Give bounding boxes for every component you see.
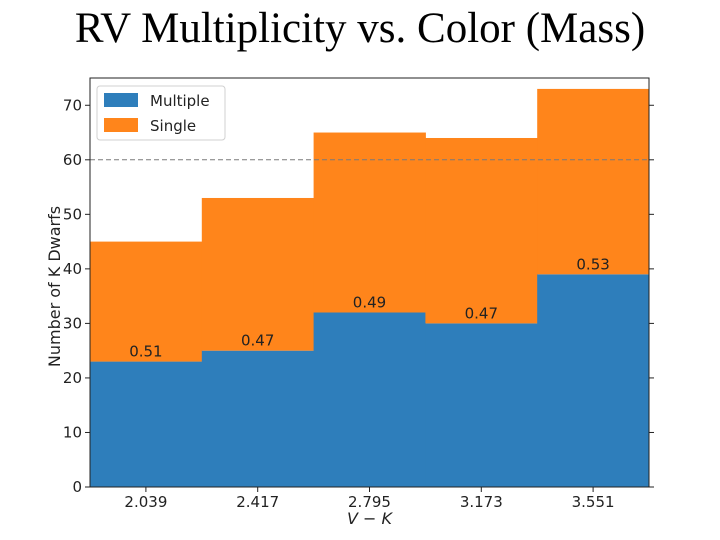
y-tick-label-6: 60	[63, 151, 82, 169]
y-tick-label-2: 20	[63, 369, 82, 387]
legend-swatch-single	[104, 118, 138, 132]
x-tick-label-2: 2.795	[348, 493, 391, 511]
bar-fraction-label-2: 0.49	[353, 293, 386, 311]
x-tick-label-4: 3.551	[572, 493, 615, 511]
y-tick-label-1: 10	[63, 423, 82, 441]
legend-swatch-multiple	[104, 93, 138, 107]
x-axis-label-k: K	[382, 509, 394, 528]
bar-single-0	[90, 241, 203, 362]
bar-single-2	[313, 132, 426, 313]
y-tick-label-3: 30	[63, 314, 82, 332]
legend-label-multiple: Multiple	[150, 92, 210, 110]
x-axis-label-v: V	[347, 509, 359, 528]
bar-multiple-0	[90, 361, 203, 487]
y-tick-label-4: 40	[63, 260, 82, 278]
bar-multiple-3	[425, 323, 538, 487]
x-tick-label-1: 2.417	[236, 493, 279, 511]
bar-multiple-1	[201, 350, 315, 487]
x-tick-label-3: 3.173	[460, 493, 503, 511]
bar-fraction-label-0: 0.51	[129, 343, 162, 361]
x-tick-label-0: 2.039	[124, 493, 167, 511]
x-axis-label: V − K	[347, 509, 394, 528]
bar-labels-layer: 0.51 0.47 0.49 0.47 0.53	[129, 255, 610, 360]
y-tick-label-0: 0	[72, 478, 82, 496]
bar-multiple-4	[537, 274, 650, 487]
legend: Multiple Single	[96, 85, 226, 141]
y-axis-label: Number of K Dwarfs	[45, 206, 64, 367]
bar-multiple-2	[313, 312, 426, 487]
bar-fraction-label-3: 0.47	[465, 304, 498, 322]
legend-label-single: Single	[150, 117, 196, 135]
y-tick-label-7: 70	[63, 96, 82, 114]
bar-single-3	[425, 137, 538, 324]
bar-single-1	[201, 197, 315, 351]
bar-fraction-label-1: 0.47	[241, 332, 274, 350]
y-axis: 0 10 20 30 40 50 60 70	[63, 96, 654, 496]
slide-title: RV Multiplicity vs. Color (Mass)	[74, 5, 646, 52]
y-tick-label-5: 50	[63, 205, 82, 223]
x-axis: 2.039 2.417 2.795 3.173 3.551	[124, 487, 615, 511]
x-axis-label-minus: −	[358, 509, 382, 528]
bar-fraction-label-4: 0.53	[576, 255, 609, 273]
bar-single-4	[537, 88, 650, 275]
bars-layer	[90, 88, 650, 487]
